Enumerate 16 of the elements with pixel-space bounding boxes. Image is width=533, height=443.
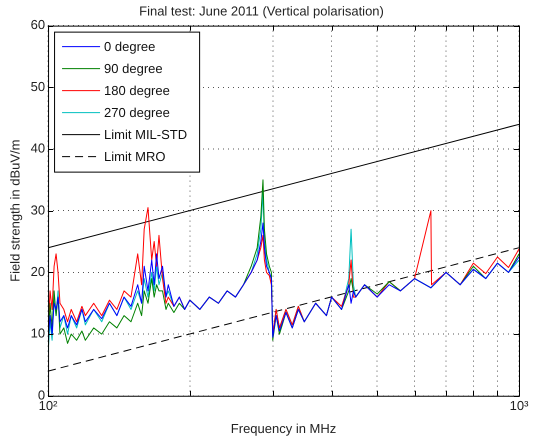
legend-label: 0 degree (104, 39, 156, 54)
x-tick-label: 10³ (510, 398, 530, 414)
y-axis-title: Field strength in dBuV/m (7, 140, 22, 282)
legend-label: Limit MIL-STD (104, 127, 188, 142)
y-tick-label: 20 (30, 264, 46, 279)
y-tick-label: 10 (30, 326, 46, 341)
legend-label: 270 degree (104, 105, 170, 120)
y-tick-label: 30 (30, 202, 46, 218)
legend-label: 180 degree (104, 83, 170, 98)
chart-title: Final test: June 2011 (Vertical polarisation) (139, 3, 384, 18)
x-axis-title: Frequency in MHz (230, 420, 336, 436)
legend-label: 90 degree (104, 61, 163, 76)
y-tick-label: 40 (30, 140, 46, 156)
legend-label: Limit MRO (104, 149, 166, 164)
y-tick-label: 50 (30, 78, 46, 94)
y-tick-label: 60 (30, 17, 46, 32)
